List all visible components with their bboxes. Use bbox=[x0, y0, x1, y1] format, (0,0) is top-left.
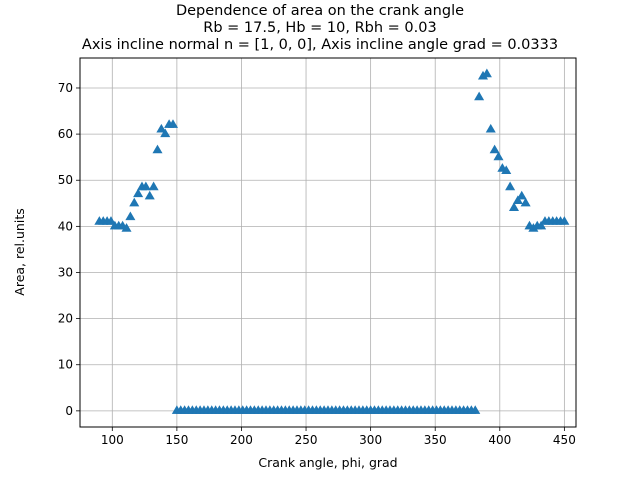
data-point-marker bbox=[474, 91, 485, 101]
x-tick-label: 200 bbox=[230, 433, 253, 447]
y-tick-label: 30 bbox=[58, 265, 73, 279]
data-point-marker bbox=[129, 197, 140, 207]
data-point-marker bbox=[508, 202, 520, 211]
data-point-marker bbox=[121, 223, 132, 232]
x-axis-label: Crank angle, phi, grad bbox=[258, 455, 397, 470]
data-point-marker bbox=[493, 151, 504, 161]
x-tick-label: 400 bbox=[488, 433, 511, 447]
x-tick-label: 300 bbox=[359, 433, 382, 447]
y-tick-label: 60 bbox=[58, 127, 73, 141]
x-tick-label: 100 bbox=[101, 433, 124, 447]
data-point-marker bbox=[520, 197, 531, 207]
chart-title-line-1: Dependence of area on the crank angle bbox=[176, 3, 464, 19]
data-point-marker bbox=[501, 165, 512, 175]
x-axis-ticks: 100 150 200 250 300 350 400 450 bbox=[101, 427, 576, 447]
data-point-marker bbox=[481, 68, 492, 78]
data-point-marker bbox=[505, 181, 516, 191]
data-point-marker bbox=[133, 188, 144, 198]
x-tick-label: 150 bbox=[165, 433, 188, 447]
data-point-marker bbox=[559, 216, 570, 225]
data-point-marker bbox=[485, 123, 496, 133]
y-tick-label: 0 bbox=[65, 404, 73, 418]
data-point-marker bbox=[160, 128, 171, 138]
chart-title-line-3: Axis incline normal n = [1, 0, 0], Axis … bbox=[82, 37, 558, 53]
data-point-marker bbox=[152, 144, 163, 154]
data-point-marker bbox=[167, 119, 179, 128]
data-point-marker bbox=[105, 216, 117, 225]
data-point-marker bbox=[125, 211, 136, 221]
data-point-marker bbox=[516, 190, 527, 200]
x-tick-label: 250 bbox=[295, 433, 318, 447]
data-point-marker bbox=[144, 190, 155, 200]
y-tick-label: 70 bbox=[58, 81, 73, 95]
y-tick-label: 20 bbox=[58, 312, 73, 326]
data-point-marker bbox=[470, 405, 481, 414]
plot-area-frame bbox=[79, 57, 577, 428]
x-tick-label: 350 bbox=[424, 433, 447, 447]
y-tick-label: 10 bbox=[58, 358, 73, 372]
y-axis-ticks: 0 10 20 30 40 50 60 70 bbox=[58, 81, 80, 418]
y-tick-label: 50 bbox=[58, 173, 73, 187]
chart-title-group: Dependence of area on the crank angle Rb… bbox=[82, 3, 558, 53]
chart-title-line-2: Rb = 17.5, Hb = 10, Rbh = 0.03 bbox=[203, 20, 436, 36]
data-point-marker bbox=[536, 220, 547, 230]
data-point-marker bbox=[489, 144, 500, 154]
data-point-marker bbox=[148, 181, 159, 191]
data-point-marker bbox=[140, 181, 151, 191]
y-tick-label: 40 bbox=[58, 219, 73, 233]
data-point-marker bbox=[156, 123, 167, 133]
data-point-marker bbox=[512, 195, 523, 205]
y-axis-label: Area, rel.units bbox=[12, 208, 27, 295]
x-tick-label: 450 bbox=[553, 433, 576, 447]
data-points bbox=[94, 68, 570, 414]
